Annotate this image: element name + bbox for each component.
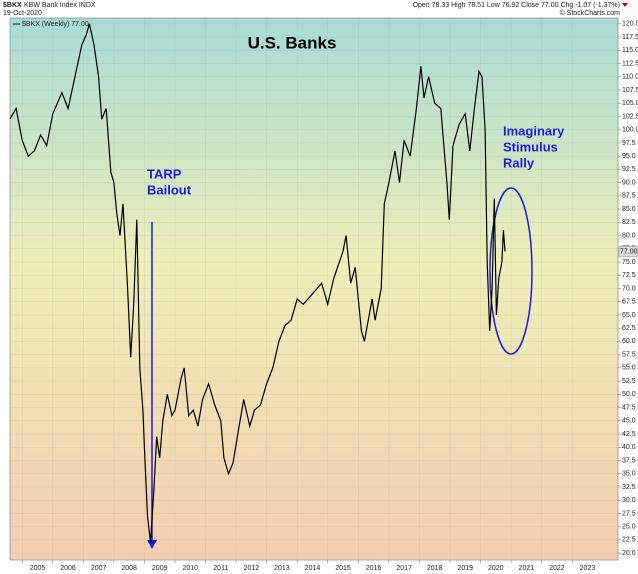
y-tick-label: 102.5 — [622, 113, 638, 120]
y-tick-label: 92.5 — [622, 166, 636, 173]
y-tick-label: 85.0 — [622, 206, 636, 213]
last-price-box — [618, 246, 638, 257]
y-tick-label: 107.5 — [622, 87, 638, 94]
x-tick-label: 2006 — [60, 565, 76, 572]
credit: © StockCharts.com — [560, 9, 621, 17]
y-tick-label: 60.0 — [622, 338, 636, 345]
y-tick-label: 20.0 — [622, 550, 636, 557]
y-tick-label: 90.0 — [622, 179, 636, 186]
chart-title: U.S. Banks — [248, 33, 337, 52]
y-tick-label: 52.5 — [622, 378, 636, 385]
y-tick-label: 47.5 — [622, 404, 636, 411]
x-tick-label: 2008 — [121, 565, 137, 572]
x-tick-label: 2011 — [213, 565, 228, 572]
y-tick-label: 62.5 — [622, 325, 636, 332]
plot-area — [9, 17, 619, 561]
arrow-head — [147, 540, 157, 549]
x-tick-label: 2018 — [427, 565, 443, 572]
x-tick-label: 2010 — [182, 565, 198, 572]
x-tick-label: 2020 — [488, 565, 504, 572]
y-tick-label: 67.5 — [622, 299, 636, 306]
y-tick-label: 45.0 — [622, 418, 636, 425]
y-tick-label: 97.5 — [622, 140, 636, 147]
x-tick-label: 2014 — [305, 565, 321, 572]
y-tick-label: 37.5 — [622, 457, 636, 464]
down-arrow — [622, 3, 628, 7]
y-tick-label: 40.0 — [622, 444, 636, 451]
y-tick-label: 70.0 — [622, 285, 636, 292]
y-tick-label: 27.5 — [622, 510, 636, 517]
y-tick-label: 80.0 — [622, 232, 636, 239]
x-tick-label: 2015 — [335, 565, 351, 572]
index-name: KBW Bank Index INDX — [24, 2, 96, 9]
annotation: Bailout — [147, 182, 192, 197]
annotation: TARP — [147, 166, 182, 181]
y-tick-label: 87.5 — [622, 193, 636, 200]
x-tick-label: 2005 — [30, 565, 46, 572]
last-price-label: 77.00 — [620, 248, 638, 255]
x-tick-label: 2017 — [396, 565, 412, 572]
x-tick-label: 2019 — [457, 565, 473, 572]
x-tick-label: 2022 — [549, 565, 565, 572]
y-tick-label: 75.0 — [622, 259, 636, 266]
symbol: $BKX — [3, 2, 22, 9]
x-tick-label: 2007 — [91, 565, 107, 572]
stats: Open 78.33 High 78.51 Low 76.92 Close 77… — [413, 2, 620, 9]
y-tick-label: 57.5 — [622, 351, 636, 358]
x-tick-label: 2012 — [244, 565, 260, 572]
y-tick-label: 50.0 — [622, 391, 636, 398]
y-tick-label: 30.0 — [622, 497, 636, 504]
y-tick-label: 72.5 — [622, 272, 636, 279]
y-tick-label: 117.5 — [622, 34, 638, 41]
y-tick-label: 82.5 — [622, 219, 636, 226]
x-tick-label: 2013 — [274, 565, 290, 572]
y-tick-label: 120.0 — [622, 21, 638, 28]
y-tick-label: 100.0 — [622, 127, 638, 134]
y-tick-label: 95.0 — [622, 153, 636, 160]
y-tick-label: 32.5 — [622, 484, 636, 491]
y-tick-label: 65.0 — [622, 312, 636, 319]
date: 19-Oct-2020 — [3, 10, 42, 17]
y-tick-label: 35.0 — [622, 471, 636, 478]
x-tick-label: 2009 — [152, 565, 168, 572]
y-tick-label: 105.0 — [622, 100, 638, 107]
annotation: Rally — [503, 155, 535, 170]
x-tick-label: 2016 — [366, 565, 382, 572]
annotation: Stimulus — [503, 139, 558, 154]
legend-label: $BKX (Weekly) 77.00 — [22, 21, 89, 28]
y-tick-label: 112.5 — [622, 60, 638, 67]
y-tick-label: 110.0 — [622, 74, 638, 81]
price-line — [9, 23, 506, 543]
y-tick-label: 22.5 — [622, 537, 636, 544]
y-tick-label: 42.5 — [622, 431, 636, 438]
x-tick-label: 2023 — [580, 565, 596, 572]
annotation: Imaginary — [503, 123, 565, 138]
y-tick-label: 25.0 — [622, 523, 636, 530]
highlight-ellipse — [489, 187, 533, 355]
y-tick-label: 115.0 — [622, 47, 638, 54]
y-tick-label: 55.0 — [622, 365, 636, 372]
x-tick-label: 2021 — [519, 565, 535, 572]
